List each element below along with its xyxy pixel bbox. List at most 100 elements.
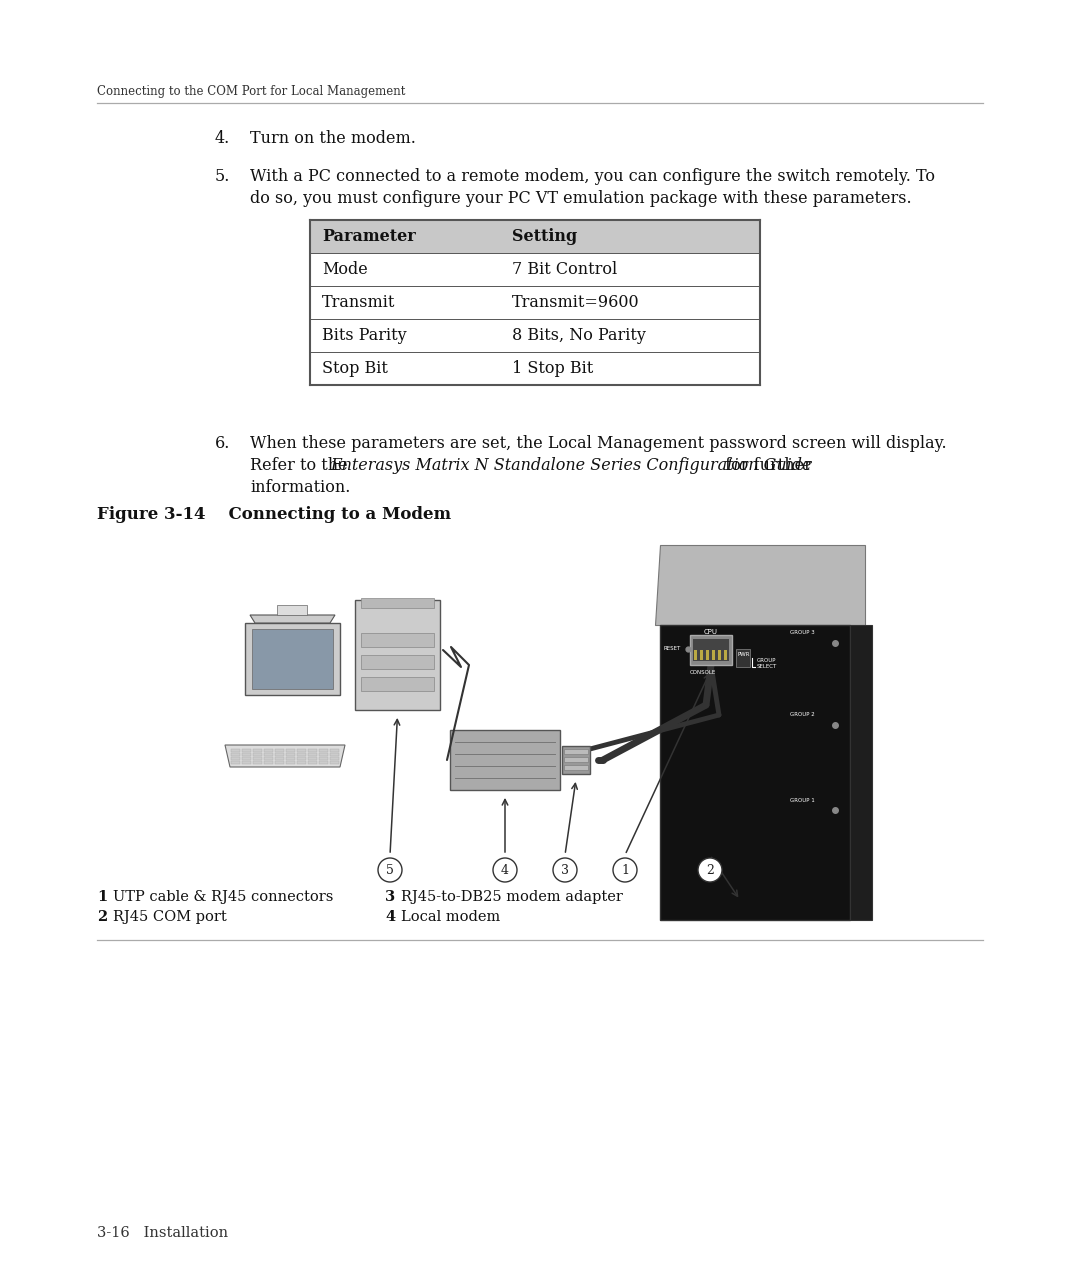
Bar: [245, 624, 340, 695]
Text: Setting: Setting: [512, 229, 577, 245]
Bar: [286, 761, 295, 765]
Bar: [231, 761, 240, 765]
Circle shape: [698, 859, 723, 881]
Text: Enterasys Matrix N Standalone Series Configuration Guide: Enterasys Matrix N Standalone Series Con…: [330, 457, 811, 474]
Bar: [700, 650, 703, 660]
Text: do so, you must configure your PC VT emulation package with these parameters.: do so, you must configure your PC VT emu…: [249, 190, 912, 207]
Bar: [275, 761, 284, 765]
Text: Remote modem: Remote modem: [676, 890, 792, 904]
Text: 2: 2: [97, 911, 107, 925]
Bar: [330, 757, 339, 759]
Circle shape: [553, 859, 577, 881]
Bar: [264, 757, 273, 759]
Bar: [693, 639, 729, 660]
Text: 4.: 4.: [215, 130, 230, 147]
Text: 6.: 6.: [215, 436, 230, 452]
Bar: [231, 749, 240, 752]
Bar: [297, 761, 306, 765]
Bar: [319, 761, 328, 765]
Text: 7 Bit Control: 7 Bit Control: [512, 262, 618, 278]
Text: CONSOLE: CONSOLE: [690, 669, 716, 674]
Text: Transmit: Transmit: [322, 293, 395, 311]
Bar: [308, 757, 318, 759]
Bar: [690, 635, 732, 665]
Bar: [308, 749, 318, 752]
Bar: [275, 753, 284, 756]
Bar: [735, 649, 750, 667]
Bar: [850, 625, 872, 919]
Bar: [297, 757, 306, 759]
Bar: [252, 629, 333, 690]
Bar: [564, 757, 588, 762]
Text: information.: information.: [249, 479, 350, 497]
Text: 2: 2: [706, 864, 714, 876]
Bar: [718, 650, 721, 660]
Text: PWR: PWR: [737, 652, 750, 657]
Bar: [361, 598, 434, 608]
Bar: [355, 599, 440, 710]
Bar: [319, 757, 328, 759]
Text: 1: 1: [97, 890, 107, 904]
Text: 5: 5: [660, 890, 671, 904]
Text: Local modem: Local modem: [401, 911, 500, 925]
Text: Bits Parity: Bits Parity: [322, 326, 407, 344]
Polygon shape: [654, 545, 865, 625]
Text: GROUP 3: GROUP 3: [789, 630, 814, 635]
Text: 8 Bits, No Parity: 8 Bits, No Parity: [512, 326, 646, 344]
Text: 1: 1: [621, 864, 629, 876]
Bar: [286, 757, 295, 759]
Bar: [712, 650, 715, 660]
Bar: [275, 749, 284, 752]
Bar: [297, 753, 306, 756]
Text: for further: for further: [720, 457, 812, 474]
Text: Refer to the: Refer to the: [249, 457, 353, 474]
Text: GROUP: GROUP: [757, 658, 777, 663]
Bar: [450, 730, 561, 790]
Bar: [319, 753, 328, 756]
Bar: [308, 761, 318, 765]
Bar: [330, 749, 339, 752]
Polygon shape: [225, 745, 345, 767]
Bar: [242, 757, 251, 759]
Bar: [242, 749, 251, 752]
Bar: [253, 757, 262, 759]
Text: RESET: RESET: [663, 646, 680, 652]
Circle shape: [613, 859, 637, 881]
Bar: [253, 761, 262, 765]
Polygon shape: [249, 615, 335, 624]
Bar: [264, 761, 273, 765]
Text: Figure 3-14    Connecting to a Modem: Figure 3-14 Connecting to a Modem: [97, 505, 451, 523]
Bar: [564, 765, 588, 770]
Bar: [564, 749, 588, 754]
Bar: [562, 745, 590, 773]
Bar: [231, 757, 240, 759]
Text: GROUP 1: GROUP 1: [789, 798, 814, 803]
Text: With a PC connected to a remote modem, you can configure the switch remotely. To: With a PC connected to a remote modem, y…: [249, 168, 935, 185]
Circle shape: [492, 859, 517, 881]
Text: 3: 3: [561, 864, 569, 876]
Text: Transmit=9600: Transmit=9600: [512, 293, 639, 311]
Bar: [242, 753, 251, 756]
Bar: [231, 753, 240, 756]
Text: GROUP 2: GROUP 2: [789, 712, 814, 718]
Text: 3-16   Installation: 3-16 Installation: [97, 1226, 228, 1240]
Text: 3: 3: [384, 890, 395, 904]
Bar: [297, 749, 306, 752]
Text: 4: 4: [384, 911, 395, 925]
Text: Mode: Mode: [322, 262, 368, 278]
Bar: [253, 753, 262, 756]
Bar: [660, 625, 850, 919]
Bar: [310, 220, 760, 253]
Bar: [275, 757, 284, 759]
Bar: [264, 753, 273, 756]
Bar: [319, 749, 328, 752]
Bar: [706, 650, 708, 660]
Bar: [361, 632, 434, 646]
Text: CPU: CPU: [704, 629, 718, 635]
Text: UTP cable & RJ45 connectors: UTP cable & RJ45 connectors: [113, 890, 334, 904]
Text: Turn on the modem.: Turn on the modem.: [249, 130, 416, 147]
Bar: [242, 761, 251, 765]
Text: 5.: 5.: [215, 168, 230, 185]
Bar: [724, 650, 727, 660]
Text: RJ45-to-DB25 modem adapter: RJ45-to-DB25 modem adapter: [401, 890, 623, 904]
